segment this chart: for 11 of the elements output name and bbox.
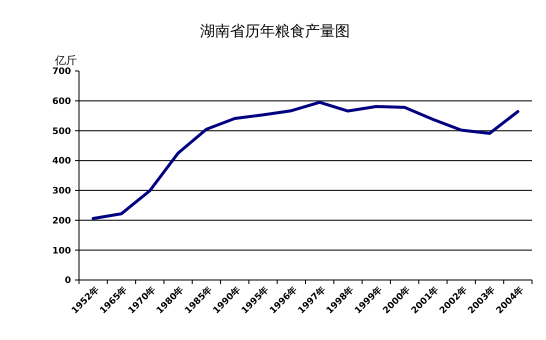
y-tick-label: 700: [52, 67, 71, 78]
y-axis-title: 亿斤: [54, 54, 77, 67]
chart-title: 湖南省历年粮食产量图: [200, 22, 350, 40]
y-tick-label: 100: [52, 246, 71, 256]
y-tick-label: 300: [52, 186, 71, 197]
line-series: [92, 100, 520, 220]
y-tick-label: 0: [64, 276, 71, 286]
y-tick-label: 500: [52, 126, 71, 137]
y-tick-label: 200: [52, 216, 71, 226]
y-tick-label: 400: [52, 156, 71, 167]
y-tick-label: 600: [52, 97, 71, 108]
